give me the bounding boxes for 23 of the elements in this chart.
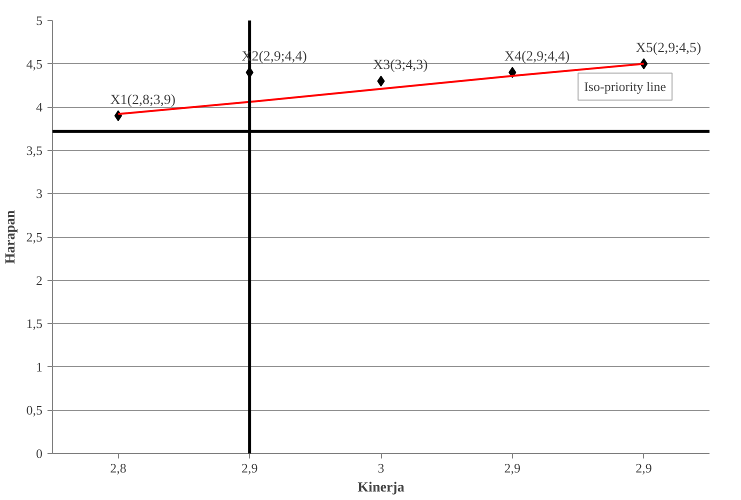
data-label: X3(3;4,3) xyxy=(373,58,428,74)
data-label: X5(2,9;4,5) xyxy=(636,40,702,56)
x-tick-label: 2,9 xyxy=(636,460,652,476)
data-label: X4(2,9;4,4) xyxy=(504,49,570,64)
y-tick-label: 4 xyxy=(36,100,43,115)
data-label: X1(2,8;3,9) xyxy=(110,92,176,108)
y-tick-label: 0 xyxy=(36,446,42,461)
y-tick-label: 3,5 xyxy=(26,142,42,158)
y-tick-label: 0,5 xyxy=(26,402,42,418)
y-axis-title: Harapan xyxy=(3,210,18,264)
x-axis-title: Kinerja xyxy=(358,480,404,496)
y-tick-label: 1 xyxy=(36,359,42,374)
x-tick-label: 3 xyxy=(378,460,384,476)
x-tick-label: 2,8 xyxy=(110,460,126,476)
y-tick-label: 3 xyxy=(36,186,42,202)
y-tick-label: 4,5 xyxy=(26,56,42,72)
x-tick-label: 2,9 xyxy=(504,460,521,476)
x-tick-label: 2,9 xyxy=(241,460,258,476)
y-tick-label: 2,5 xyxy=(26,230,42,244)
y-tick-label: 1,5 xyxy=(26,316,42,332)
y-tick-label: 5 xyxy=(36,13,42,28)
series-label: Iso-priority line xyxy=(584,79,666,94)
y-tick-label: 2 xyxy=(36,272,42,288)
